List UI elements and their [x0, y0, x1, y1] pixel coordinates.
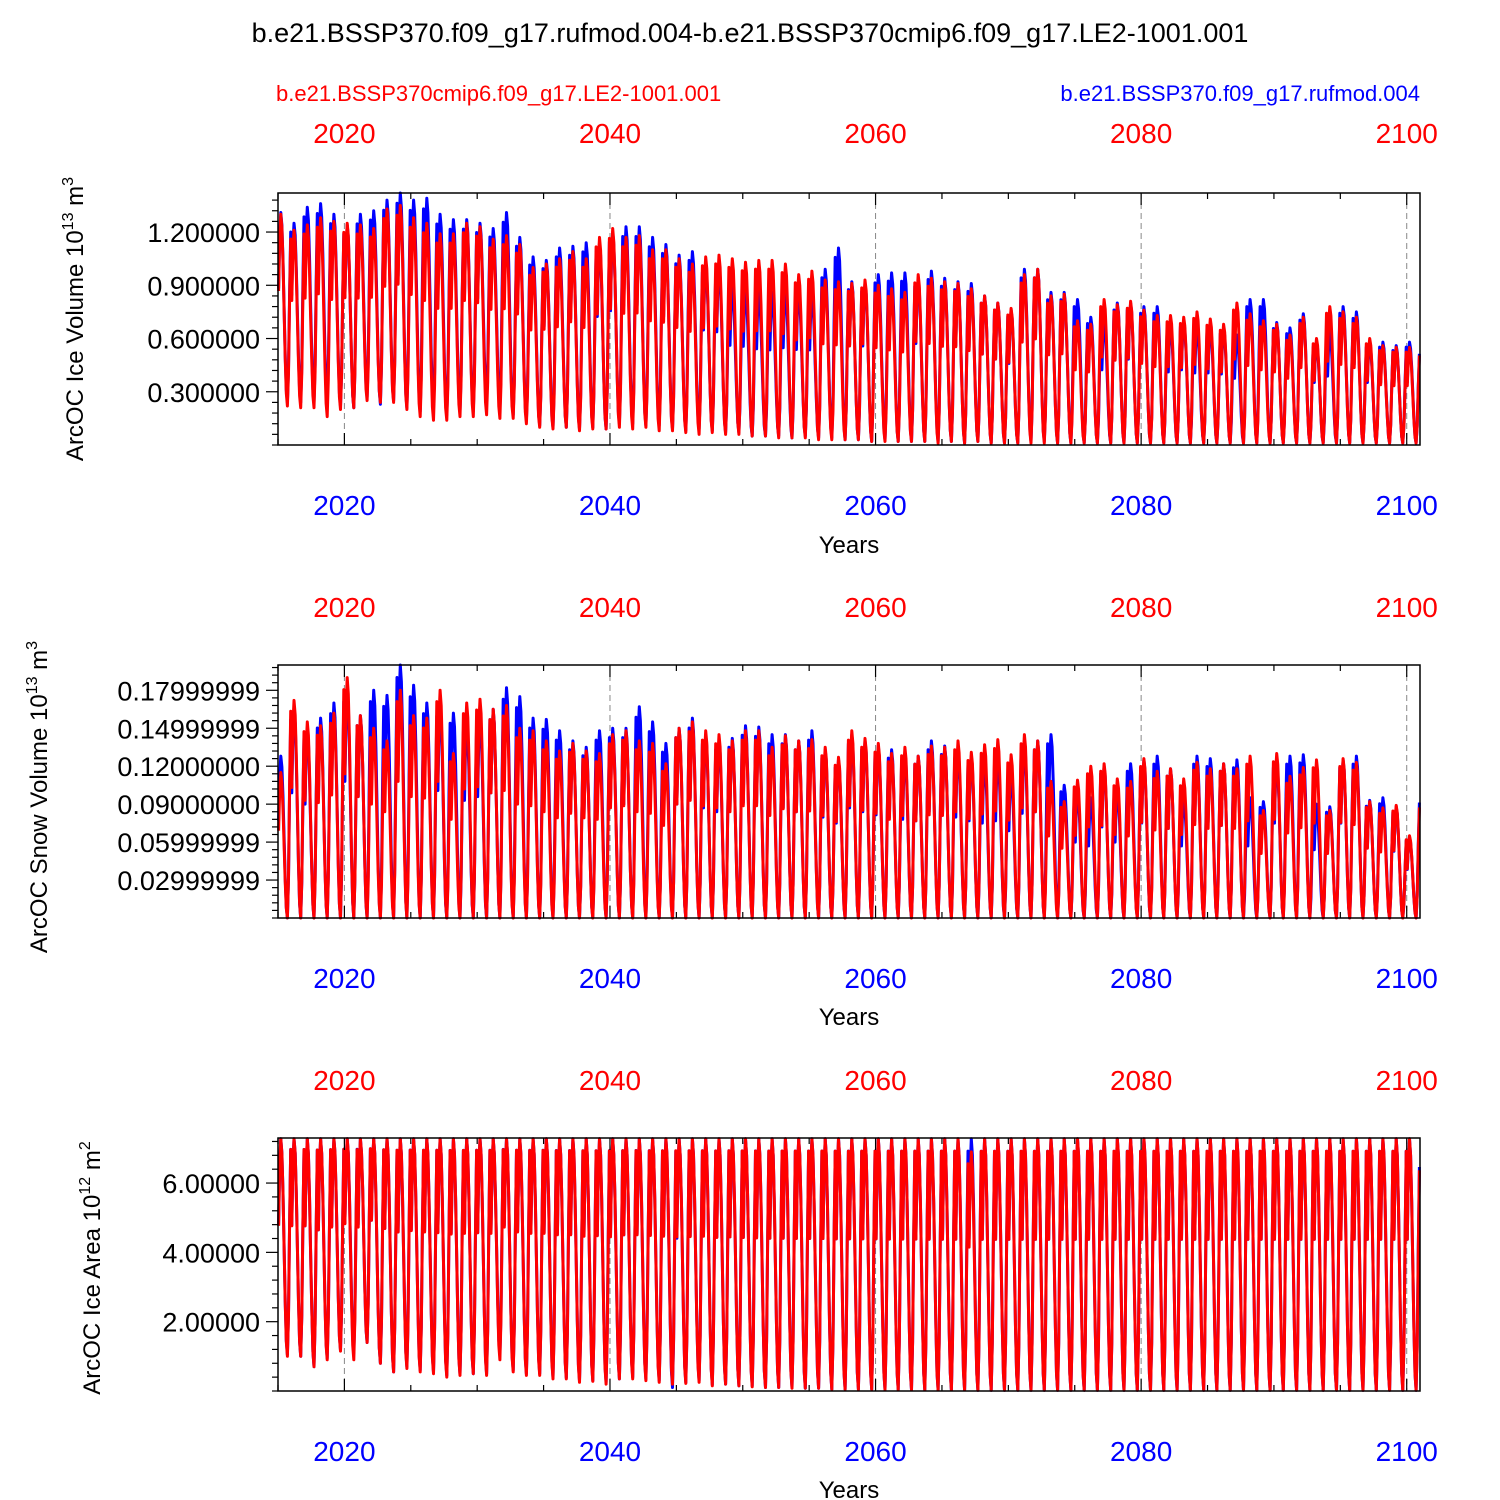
x-tick-label-top: 2060: [844, 1065, 906, 1096]
y-axis-label-main: ArcOC Ice Volume 10: [62, 230, 89, 461]
x-tick-label-bottom: 2080: [1110, 963, 1172, 994]
y-axis-label-main: ArcOC Snow Volume 10: [26, 694, 53, 953]
x-tick-label-top: 2020: [313, 118, 375, 149]
y-tick-label: 6.00000: [162, 1169, 260, 1199]
x-tick-label-bottom: 2100: [1376, 1436, 1438, 1467]
x-tick-label-top: 2040: [579, 1065, 641, 1096]
y-axis-label: ArcOC Ice Area 1012 m2: [77, 1141, 106, 1395]
y-axis-label-unit: m: [26, 650, 53, 677]
x-tick-label-top: 2060: [844, 592, 906, 623]
plot-frame: [277, 192, 1421, 446]
x-tick-label-bottom: 2020: [313, 963, 375, 994]
y-axis-label-exp: 13: [60, 212, 77, 230]
x-tick-label-bottom: 2100: [1376, 490, 1438, 521]
x-axis-label: Years: [819, 1477, 880, 1500]
x-tick-label-bottom: 2020: [313, 490, 375, 521]
y-tick-label: 4.00000: [162, 1238, 260, 1268]
y-axis-label-unit-exp: 2: [77, 1141, 94, 1150]
y-axis-label-unit-exp: 3: [24, 641, 41, 650]
y-tick-label: 0.12000000: [117, 752, 260, 782]
x-tick-label-top: 2040: [579, 592, 641, 623]
y-tick-label: 1.200000: [147, 218, 260, 248]
y-tick-label: 2.00000: [162, 1308, 260, 1338]
chart-panel-1: 2020 2020 2040 2040 2060 2060 2080 2080 2100 2100…: [60, 118, 1438, 559]
x-tick-label-bottom: 2020: [313, 1436, 375, 1467]
x-tick-label-bottom: 2080: [1110, 1436, 1172, 1467]
x-tick-label-top: 2100: [1376, 592, 1438, 623]
x-tick-label-top: 2040: [579, 118, 641, 149]
y-axis-label-main: ArcOC Ice Area 10: [79, 1195, 106, 1395]
legend-label-red: b.e21.BSSP370cmip6.f09_g17.LE2-1001.001: [276, 81, 722, 106]
y-tick-label: 0.09000000: [117, 790, 260, 820]
series-line-red: [277, 203, 1421, 445]
x-tick-label-top: 2080: [1110, 1065, 1172, 1096]
y-tick-label: 0.300000: [147, 378, 260, 408]
y-tick-label: 0.02999999: [117, 866, 260, 896]
legend-label-blue: b.e21.BSSP370.f09_g17.rufmod.004: [1060, 81, 1420, 106]
chart-panel-3: 2020 2020 2040 2040 2060 2060 2080 2080 2100 2100…: [77, 1065, 1438, 1500]
plot-frame: [277, 664, 1421, 919]
x-tick-label-bottom: 2060: [844, 490, 906, 521]
x-tick-label-top: 2080: [1110, 592, 1172, 623]
y-axis-label-unit: m: [79, 1150, 106, 1177]
y-axis-label-unit: m: [62, 186, 89, 213]
y-tick-label: 0.14999999: [117, 714, 260, 744]
x-tick-label-bottom: 2080: [1110, 490, 1172, 521]
y-axis-label: ArcOC Ice Volume 1013 m3: [60, 177, 89, 461]
x-axis-label: Years: [819, 1004, 880, 1031]
figure-title: b.e21.BSSP370.f09_g17.rufmod.004-b.e21.B…: [251, 18, 1249, 48]
x-tick-label-bottom: 2040: [579, 963, 641, 994]
x-tick-label-bottom: 2040: [579, 1436, 641, 1467]
y-axis-label: ArcOC Snow Volume 1013 m3: [24, 641, 53, 953]
x-tick-label-top: 2080: [1110, 118, 1172, 149]
x-tick-label-bottom: 2060: [844, 1436, 906, 1467]
y-axis-label-exp: 12: [77, 1177, 94, 1195]
x-axis-label: Years: [819, 532, 880, 559]
y-tick-label: 0.600000: [147, 325, 260, 355]
x-tick-label-top: 2100: [1376, 1065, 1438, 1096]
x-tick-label-top: 2020: [313, 1065, 375, 1096]
x-tick-label-top: 2020: [313, 592, 375, 623]
chart-panel-2: 2020 2020 2040 2040 2060 2060 2080 2080 2100 2100…: [24, 592, 1438, 1031]
plot-frame: [277, 1137, 1421, 1392]
series-line-red: [277, 676, 1421, 920]
x-tick-label-top: 2060: [844, 118, 906, 149]
series-line-red: [277, 1137, 1421, 1392]
y-tick-label: 0.17999999: [117, 676, 260, 706]
y-tick-label: 0.900000: [147, 271, 260, 301]
x-tick-label-bottom: 2060: [844, 963, 906, 994]
y-axis-label-exp: 13: [24, 676, 41, 694]
y-tick-label: 0.05999999: [117, 828, 260, 858]
x-tick-label-bottom: 2100: [1376, 963, 1438, 994]
x-tick-label-bottom: 2040: [579, 490, 641, 521]
y-axis-label-unit-exp: 3: [60, 177, 77, 186]
x-tick-label-top: 2100: [1376, 118, 1438, 149]
